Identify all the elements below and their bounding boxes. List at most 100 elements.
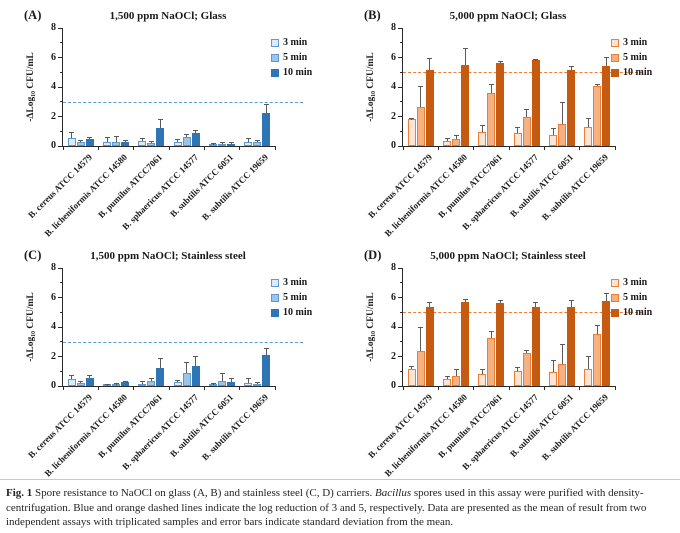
- bar-10-min: [85, 377, 94, 386]
- y-tick-label: 0: [51, 380, 56, 391]
- bar-5-min: [522, 352, 531, 386]
- error-cap: [104, 383, 110, 385]
- error-cap: [550, 128, 556, 130]
- error-cap: [78, 139, 84, 141]
- error-cap: [568, 66, 574, 68]
- bar-3-min: [584, 369, 593, 386]
- bar-5-min: [218, 380, 226, 386]
- y-axis-tick: [58, 326, 63, 328]
- error-whisker: [429, 58, 431, 71]
- threshold-dashed-line: [63, 101, 303, 103]
- legend: 3 min 5 min 10 min: [271, 275, 312, 320]
- bar-5-min: [112, 141, 120, 146]
- caption-text-2: spores used in this assay were purified …: [6, 487, 647, 528]
- y-tick-label: 2: [51, 110, 56, 122]
- error-whisker: [535, 302, 537, 308]
- bar-5-min: [76, 141, 85, 146]
- error-cap: [427, 57, 433, 59]
- bar-5-min: [218, 143, 226, 146]
- y-axis-tick: [398, 326, 403, 328]
- bar-10-min: [85, 139, 94, 146]
- error-cap: [139, 381, 145, 383]
- error-whisker: [80, 140, 82, 142]
- error-whisker: [552, 360, 554, 372]
- error-cap: [157, 119, 163, 121]
- bar-5-min: [487, 92, 496, 146]
- x-axis-tick: [473, 386, 475, 390]
- legend-label: 3 min: [623, 277, 648, 288]
- error-whisker: [587, 118, 589, 127]
- plot-area: 0 2 4 6 8: [391, 262, 643, 391]
- legend-label: 10 min: [283, 67, 313, 78]
- error-whisker: [141, 382, 143, 384]
- bar-10-min: [156, 368, 165, 386]
- y-axis-tick: [60, 42, 63, 44]
- y-tick-label: 4: [391, 81, 396, 92]
- legend-item: 3 min: [271, 35, 312, 50]
- legend-swatch: [611, 38, 619, 47]
- bar-10-min: [496, 302, 505, 386]
- y-axis-tick: [400, 42, 403, 44]
- legend: 3 min 5 min 10 min: [271, 35, 312, 80]
- error-cap: [524, 108, 530, 110]
- legend-swatch: [611, 308, 619, 317]
- error-cap: [210, 142, 216, 144]
- error-whisker: [561, 345, 563, 364]
- bar-3-min: [407, 369, 416, 386]
- y-axis-tick: [58, 86, 63, 88]
- x-axis-tick: [437, 146, 439, 150]
- error-whisker: [256, 383, 258, 384]
- error-whisker: [186, 363, 188, 374]
- bar-3-min: [513, 371, 522, 386]
- legend-swatch: [271, 293, 279, 302]
- x-axis-tick: [168, 146, 170, 150]
- legend-item: 3 min: [611, 35, 652, 50]
- y-axis-tick: [60, 341, 63, 343]
- legend-item: 5 min: [271, 50, 312, 65]
- y-axis-tick: [398, 297, 403, 298]
- legend-label: 5 min: [623, 52, 648, 63]
- legend-label: 3 min: [283, 37, 308, 48]
- x-axis-tick: [133, 386, 135, 390]
- bar-10-min: [191, 132, 200, 146]
- error-whisker: [150, 378, 152, 381]
- x-axis-tick: [97, 146, 99, 150]
- bar-10-min: [121, 382, 129, 386]
- error-whisker: [517, 127, 519, 133]
- y-axis-tick: [60, 282, 63, 284]
- caption-italic-genus: Bacillus: [375, 487, 412, 499]
- error-cap: [219, 141, 225, 143]
- chart-title: 1,500 ppm NaOCl; Stainless steel: [90, 250, 246, 262]
- error-whisker: [411, 118, 413, 120]
- y-tick-label: 6: [51, 291, 56, 303]
- chart-panel-d: (D) 5,000 ppm NaOCl; Stainless steel -ΔL…: [340, 242, 680, 480]
- plot-area: 0 2 4 6 8: [391, 22, 643, 151]
- bar-10-min: [227, 143, 235, 146]
- y-axis-tick: [60, 71, 63, 73]
- legend-label: 3 min: [623, 37, 648, 48]
- y-axis-tick: [400, 282, 403, 284]
- y-axis-tick: [58, 356, 63, 357]
- error-cap: [497, 300, 503, 302]
- x-axis-tick: [203, 386, 205, 390]
- panel-letter: (B): [364, 8, 381, 22]
- bar-5-min: [452, 139, 460, 146]
- x-axis-tick: [543, 386, 545, 390]
- error-cap: [488, 83, 494, 85]
- error-cap: [219, 373, 225, 375]
- error-cap: [122, 380, 128, 382]
- chart-panel-a: (A) 1,500 ppm NaOCl; Glass -ΔLog₁₀ CFU/m…: [0, 2, 340, 240]
- y-tick-label: 0: [51, 140, 56, 151]
- y-axis-tick: [398, 116, 403, 117]
- error-whisker: [464, 300, 466, 302]
- panel-letter: (A): [24, 8, 42, 22]
- y-axis-tick: [398, 385, 403, 387]
- bar-3-min: [443, 140, 451, 146]
- x-axis-tick: [274, 146, 276, 150]
- figure-caption: Fig. 1 Spore resistance to NaOCl on glas…: [6, 486, 674, 530]
- bar-10-min: [531, 60, 540, 146]
- plot-area: 0 2 4 6 8: [51, 262, 303, 391]
- error-cap: [157, 358, 163, 360]
- error-whisker: [481, 126, 483, 132]
- y-tick-label: 8: [391, 262, 396, 273]
